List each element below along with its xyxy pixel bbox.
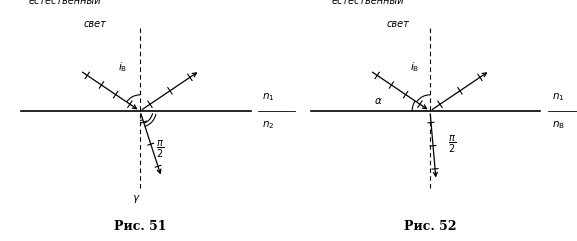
Text: $i_\mathrm{B}$: $i_\mathrm{B}$ <box>118 60 128 74</box>
Text: $\dfrac{\pi}{2}$: $\dfrac{\pi}{2}$ <box>448 134 456 154</box>
Text: $n_\mathrm{B}$: $n_\mathrm{B}$ <box>552 119 565 131</box>
Text: $\dfrac{\pi}{2}$: $\dfrac{\pi}{2}$ <box>156 139 164 160</box>
Text: $n_2$: $n_2$ <box>262 119 275 131</box>
Text: $\alpha$: $\alpha$ <box>374 96 383 106</box>
Text: $i_\mathrm{B}$: $i_\mathrm{B}$ <box>410 60 419 74</box>
Text: свет: свет <box>84 19 106 29</box>
Text: $n_1$: $n_1$ <box>262 91 275 103</box>
Text: естественный: естественный <box>332 0 404 6</box>
Text: Рис. 52: Рис. 52 <box>404 220 456 233</box>
Text: естественный: естественный <box>29 0 102 6</box>
Text: $n_1$: $n_1$ <box>552 91 564 103</box>
Text: свет: свет <box>387 19 409 29</box>
Text: Рис. 51: Рис. 51 <box>114 220 166 233</box>
Text: $\gamma$: $\gamma$ <box>132 193 140 205</box>
